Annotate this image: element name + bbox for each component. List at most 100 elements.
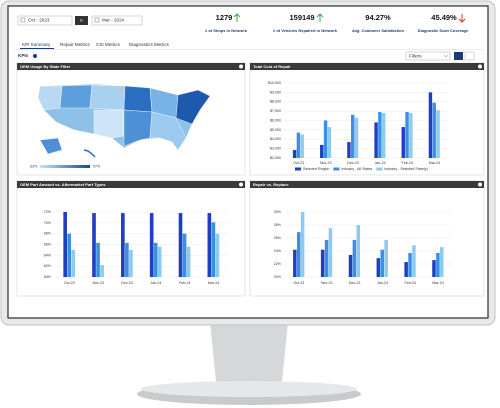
x-tick-label: Feb-24 xyxy=(405,281,416,285)
x-tick-label: Jan-24 xyxy=(377,281,388,285)
panel-icon[interactable] xyxy=(478,64,482,69)
y-tick-label: 60% xyxy=(44,275,52,279)
monitor-neck xyxy=(210,322,288,382)
bar xyxy=(381,113,386,158)
tab[interactable]: Diagnostics Metrics xyxy=(129,42,170,47)
x-tick-label: Dec-23 xyxy=(349,281,361,285)
x-tick-label: Dec-23 xyxy=(347,161,359,165)
y-tick-label: $2,000 xyxy=(270,156,281,160)
date-to-input[interactable] xyxy=(91,15,143,26)
bar xyxy=(296,232,301,277)
kpi-value: 159149 xyxy=(289,13,314,22)
section-label: KPIs xyxy=(18,53,29,58)
trend-view-button[interactable] xyxy=(464,51,475,61)
x-tick-label: Nov-23 xyxy=(92,281,104,285)
y-tick-label: 62% xyxy=(44,264,52,268)
bar xyxy=(320,144,324,158)
tab-underline xyxy=(20,48,54,49)
bar xyxy=(129,249,133,277)
y-tick-label: 26% xyxy=(274,236,282,240)
to-label: to xyxy=(80,18,83,22)
calendar-icon xyxy=(94,17,100,23)
bar xyxy=(428,92,433,158)
bar xyxy=(149,213,154,277)
tab[interactable]: KPI Summary xyxy=(22,42,51,47)
bar xyxy=(207,213,212,277)
x-tick-label: Oct-23 xyxy=(293,161,304,165)
bar xyxy=(352,239,357,277)
y-tick-label: 20% xyxy=(274,275,282,279)
to-label-box xyxy=(75,16,88,25)
state xyxy=(89,84,126,111)
x-tick-label: Oct-23 xyxy=(294,281,305,285)
bar xyxy=(186,246,191,277)
y-tick-label: 24% xyxy=(274,249,282,253)
tab[interactable]: Repair Metrics xyxy=(60,42,90,47)
y-tick-label: 72% xyxy=(44,210,52,214)
bar xyxy=(404,262,408,277)
filters-dropdown[interactable] xyxy=(405,51,451,61)
legend-swatch xyxy=(295,167,301,171)
y-tick-label: $3,000 xyxy=(270,147,281,151)
down-arrow xyxy=(458,14,466,23)
legend-label: Industry - All States xyxy=(341,167,372,171)
bar xyxy=(347,142,351,158)
bar xyxy=(96,242,100,277)
bar xyxy=(432,260,436,277)
bar xyxy=(412,245,416,277)
panel-header xyxy=(250,181,484,188)
bar xyxy=(401,127,405,158)
legend-label: Selected Region xyxy=(303,167,329,171)
panel xyxy=(249,62,485,176)
map-legend-bar xyxy=(40,165,90,168)
bar xyxy=(71,249,76,277)
state xyxy=(123,109,153,147)
bar xyxy=(376,258,381,277)
y-tick-label: 30% xyxy=(274,210,282,214)
bar xyxy=(92,213,96,277)
bar xyxy=(215,233,220,277)
bar xyxy=(328,228,333,277)
bar xyxy=(432,102,436,158)
y-tick-label: 70% xyxy=(44,221,52,225)
state xyxy=(123,85,153,113)
bar xyxy=(157,246,162,277)
kpi-value: 94.27% xyxy=(365,13,391,22)
x-tick-label: Feb-24 xyxy=(402,161,413,165)
dropdown-caret xyxy=(443,54,449,58)
y-tick-label: $6,000 xyxy=(270,118,281,122)
bar xyxy=(323,120,328,158)
y-tick-label: $4,000 xyxy=(270,137,281,141)
panel-icon[interactable] xyxy=(239,64,243,69)
bar xyxy=(440,247,444,277)
chart-view-button[interactable] xyxy=(454,52,463,60)
bar xyxy=(436,110,440,158)
bar xyxy=(384,239,388,277)
panel-icon[interactable] xyxy=(478,182,482,187)
x-tick-label: Nov-23 xyxy=(321,281,333,285)
panel-header xyxy=(17,181,245,188)
y-tick-label: 66% xyxy=(44,242,52,246)
panel-icon[interactable] xyxy=(239,182,243,187)
state xyxy=(149,111,187,151)
bar xyxy=(408,252,412,277)
bar xyxy=(67,233,72,277)
bar xyxy=(293,249,297,277)
bar xyxy=(121,213,125,277)
kpi-value: 45.49% xyxy=(431,13,457,22)
bar xyxy=(178,213,183,277)
date-from-input[interactable] xyxy=(17,15,73,26)
tab[interactable]: CSI Metrics xyxy=(96,42,120,47)
y-tick-label: $10,000 xyxy=(268,81,281,85)
kpi-label: Diagnostic Scan Coverage xyxy=(418,28,469,33)
legend-swatch xyxy=(376,167,383,171)
date-from: Oct - 2023 xyxy=(28,18,50,23)
bar xyxy=(182,233,187,277)
bar xyxy=(292,150,297,158)
y-tick-label: $9,000 xyxy=(270,90,281,94)
bar xyxy=(436,252,440,277)
x-tick-label: Feb-24 xyxy=(179,281,190,285)
y-tick-label: 64% xyxy=(44,253,52,257)
